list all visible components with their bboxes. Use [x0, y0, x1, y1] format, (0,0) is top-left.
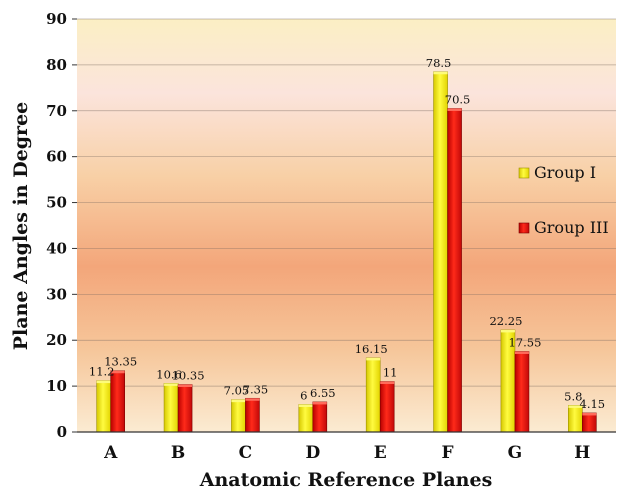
y-tick-label: 60 — [46, 148, 67, 166]
y-tick-label: 20 — [46, 331, 67, 349]
bar-group-iii — [447, 108, 462, 433]
y-axis-title: Plane Angles in Degree — [10, 102, 32, 350]
data-label: 16.15 — [355, 342, 388, 356]
bar-cap — [433, 71, 448, 75]
bar-cap — [514, 351, 529, 354]
bars — [96, 71, 597, 433]
bar-cap — [298, 404, 313, 407]
x-tick-label: B — [171, 443, 185, 463]
y-tick-label: 70 — [46, 102, 67, 120]
bar-group-iii — [514, 351, 530, 433]
bar-group-iii — [582, 412, 597, 433]
legend: Group I Group III — [518, 163, 609, 237]
y-tick-label: 40 — [46, 239, 67, 257]
bar-cap — [582, 412, 597, 416]
bar-group-i — [231, 399, 246, 433]
y-tick-label: 30 — [46, 285, 67, 303]
bar-group-iii — [379, 381, 395, 433]
data-label: 11 — [383, 366, 398, 380]
x-axis-ticks: A B C D E F G H — [103, 443, 590, 463]
data-label: 7.35 — [243, 382, 269, 396]
data-label: 4.15 — [580, 397, 606, 411]
bar-group-i — [163, 383, 179, 433]
data-label: 10.6 — [156, 367, 182, 381]
data-label: 5.8 — [564, 389, 582, 403]
y-tick-label: 80 — [46, 56, 67, 74]
x-tick-label: C — [239, 443, 253, 463]
y-tick-label: 10 — [46, 377, 67, 395]
data-label: 6.55 — [310, 386, 336, 400]
x-tick-label: F — [442, 443, 454, 463]
legend-label: Group I — [534, 163, 596, 182]
legend-label: Group III — [534, 218, 609, 237]
bar-cap — [245, 398, 260, 401]
x-tick-label: A — [103, 443, 118, 463]
y-tick-label: 50 — [46, 194, 67, 212]
bar-cap — [312, 401, 327, 405]
x-tick-label: H — [574, 443, 590, 463]
bar-group-i — [96, 380, 111, 433]
data-labels: 11.213.35 10.610.35 7.057.35 6 6.55 16.15 11 78… — [89, 56, 605, 411]
bar-group-i — [298, 404, 314, 433]
bar-cap — [178, 384, 193, 388]
legend-swatch-group-iii — [518, 222, 530, 234]
data-label: 6 — [300, 388, 307, 402]
data-label: 78.5 — [426, 56, 452, 70]
bar-cap — [568, 405, 583, 408]
data-label: 22.25 — [489, 314, 522, 328]
y-tick-label: 0 — [57, 423, 67, 441]
x-tick-label: G — [508, 443, 523, 463]
bar-group-iii — [177, 384, 193, 433]
x-axis-title: Anatomic Reference Planes — [199, 469, 493, 491]
bar-cap — [231, 399, 246, 403]
data-label: 11.2 — [89, 365, 115, 379]
data-label: 13.35 — [104, 355, 137, 369]
y-axis-ticks: 0 10 20 30 40 50 60 70 80 90 — [46, 10, 77, 441]
x-tick-label: D — [305, 443, 320, 463]
bar-cap — [96, 380, 111, 384]
bar-cap — [366, 357, 381, 361]
bar-group-iii — [110, 370, 125, 433]
bar-group-iii — [245, 397, 260, 433]
data-label: 7.05 — [224, 384, 250, 398]
bar-group-i — [365, 357, 381, 433]
data-label: 10.35 — [172, 369, 205, 383]
legend-swatch-group-i — [518, 167, 530, 179]
y-tick-label: 90 — [46, 10, 67, 28]
bar-cap — [500, 329, 515, 333]
x-tick-label: E — [374, 443, 387, 463]
bar-cap — [447, 108, 462, 111]
bar-cap — [380, 381, 395, 385]
bar-cap — [110, 370, 125, 374]
data-label: 17.55 — [508, 335, 541, 349]
data-label: 70.5 — [445, 92, 471, 106]
bar-group-i — [433, 71, 448, 433]
bar-cap — [164, 383, 179, 386]
bar-group-iii — [312, 401, 328, 433]
